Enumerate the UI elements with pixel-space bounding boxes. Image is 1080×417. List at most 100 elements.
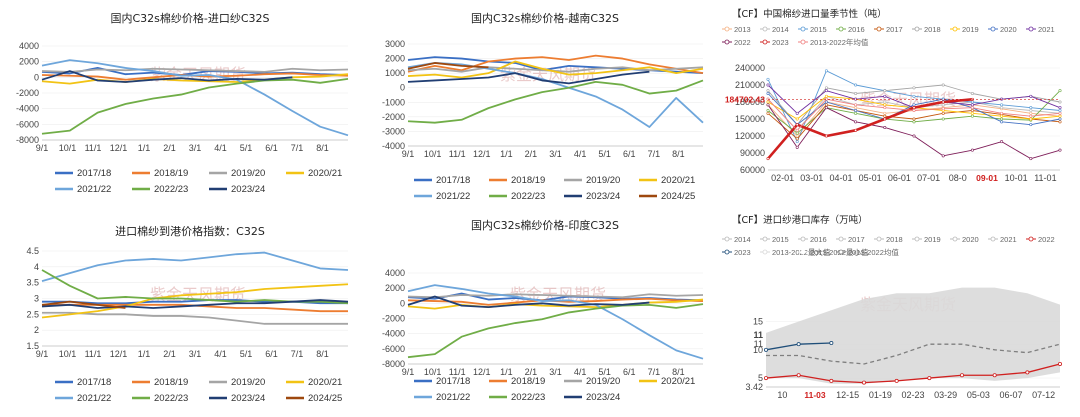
y-tick-label: 90000 (740, 148, 765, 158)
data-point (766, 111, 770, 115)
data-point (970, 148, 974, 152)
y-tick-label: 0 (400, 298, 405, 308)
data-point (824, 89, 828, 93)
x-tick-label: 1/1 (500, 149, 513, 159)
x-tick-label: 1/1 (138, 349, 151, 359)
x-tick-label: 6/1 (265, 349, 278, 359)
legend-label: 2022/23 (154, 184, 188, 195)
data-point (1058, 109, 1062, 113)
x-tick-label: 7/1 (648, 367, 661, 377)
x-tick-label: 07-12 (1032, 390, 1055, 400)
x-tick-label: 09-01 (976, 173, 998, 183)
x-tick-label: 01-19 (869, 390, 892, 400)
series-line (407, 303, 704, 359)
legend-marker (876, 236, 882, 242)
legend-label: 2016 (848, 25, 865, 34)
legend-marker (800, 236, 806, 242)
legend-marker (724, 26, 730, 32)
y-tick-label: 1000 (385, 68, 405, 78)
x-tick-label: 3/1 (549, 149, 562, 159)
series-line (407, 79, 704, 124)
x-tick-label: 5/1 (240, 349, 253, 359)
y-tick-label: 2000 (385, 54, 405, 64)
data-point (795, 140, 799, 144)
x-tick-label: 06-07 (999, 390, 1022, 400)
x-tick-label: 12/1 (110, 143, 128, 153)
legend-marker (762, 249, 768, 255)
data-point (1000, 117, 1004, 121)
x-tick-label: 3/1 (189, 349, 202, 359)
legend-label: 2020/21 (661, 175, 695, 186)
data-point (941, 83, 945, 87)
data-point (883, 94, 887, 98)
x-tick-label: 8/1 (672, 149, 685, 159)
series-line (41, 70, 293, 83)
data-point (1058, 148, 1062, 152)
chart-vietnam-yarn-spread: 国内C32s棉纱价格-越南C32S 3000 2000 1000 0 -1000 -200… (382, 11, 704, 202)
series-line (41, 299, 349, 309)
data-point (883, 89, 887, 93)
legend-marker (914, 26, 920, 32)
legend-label: 2020 (962, 235, 979, 244)
legend-label: 2018 (924, 25, 941, 34)
y-tick-label: -2000 (16, 88, 39, 98)
series-line (41, 251, 349, 282)
legend-label: 2024/25 (308, 393, 342, 404)
y-tick-label: -4000 (382, 329, 405, 339)
legend-label: 2024/25 (661, 191, 695, 202)
data-point (1029, 111, 1033, 115)
data-point (992, 373, 997, 378)
y-tick-label: -2000 (382, 112, 405, 122)
x-tick-label: 4/1 (214, 349, 227, 359)
data-point (912, 134, 916, 138)
x-tick-label: 07-01 (917, 173, 940, 183)
y-tick-label: 2 (34, 325, 39, 335)
data-point (766, 109, 770, 113)
x-tick-label: 05-01 (859, 173, 882, 183)
y-tick-label: 0 (34, 72, 39, 82)
data-point (796, 373, 801, 378)
data-point (1058, 120, 1062, 124)
x-tick-label: 11-03 (804, 390, 826, 400)
y-tick-label: 15 (753, 317, 763, 327)
x-tick-label: 08-0 (949, 173, 967, 183)
x-tick-label: 4/1 (574, 367, 587, 377)
data-point (1000, 114, 1004, 118)
legend-label: 2018 (886, 235, 903, 244)
y-tick-label: 10 (753, 345, 763, 355)
legend-label: 2023 (734, 248, 751, 257)
data-point (1058, 111, 1062, 115)
data-point (960, 373, 965, 378)
x-tick-label: 7/1 (291, 143, 304, 153)
legend-marker (838, 236, 844, 242)
legend-label: 2017/18 (436, 175, 470, 186)
data-point (912, 103, 916, 107)
x-tick-label: 2/1 (525, 367, 538, 377)
data-point (970, 109, 974, 113)
data-point (883, 111, 887, 115)
y-tick-label: 4 (34, 262, 39, 272)
legend-marker (990, 236, 996, 242)
y-tick-label: 2000 (19, 57, 39, 67)
y-tick-label: 4.5 (26, 246, 39, 256)
legend-marker (990, 26, 996, 32)
data-point (824, 100, 828, 104)
legend-marker (838, 26, 844, 32)
series-line (766, 343, 1061, 365)
legend-label: 2023 (772, 38, 789, 47)
legend-label: 2021/22 (77, 184, 111, 195)
legend-label: 2020/21 (308, 168, 342, 179)
data-point (912, 109, 916, 113)
data-point (1058, 114, 1062, 118)
legend-label: 2021/22 (436, 392, 470, 403)
chart-title: 国内C32s棉纱价格-越南C32S (471, 11, 619, 25)
data-point (941, 154, 945, 158)
chart-imported-yarn-spread: 国内C32s棉纱价格-进口纱C32S 4000 2000 0 -2000 -4000 -6… (16, 11, 349, 195)
y-tick-label: 4000 (19, 41, 39, 51)
data-point (970, 103, 974, 107)
legend-label: 2015 (810, 25, 827, 34)
y-tick-label: 3.42 (745, 382, 763, 392)
series-line (407, 298, 704, 310)
legend-marker (800, 249, 806, 255)
